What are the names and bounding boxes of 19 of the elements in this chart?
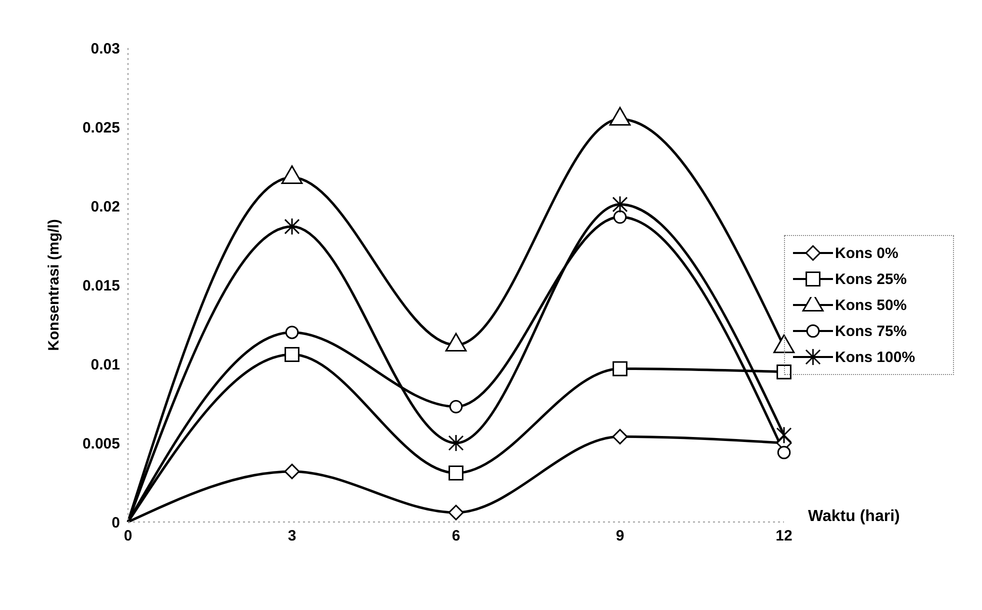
x-tick-label: 0 xyxy=(124,528,132,545)
y-tick-label: 0.025 xyxy=(82,119,120,136)
legend-label: Kons 0% xyxy=(835,244,898,262)
x-tick-label: 9 xyxy=(616,528,624,545)
legend-label: Kons 25% xyxy=(835,270,907,288)
x-axis-title: Waktu (hari) xyxy=(808,508,900,526)
y-tick-label: 0.01 xyxy=(90,356,120,374)
x-tick-label: 12 xyxy=(776,528,792,545)
legend-label: Kons 100% xyxy=(835,348,916,366)
legend-label: Kons 75% xyxy=(835,322,907,340)
y-tick-label: 0.03 xyxy=(90,40,120,58)
y-tick-label: 0 xyxy=(112,514,120,532)
legend-label: Kons 50% xyxy=(835,296,907,314)
y-tick-label: 0.005 xyxy=(82,435,120,452)
x-tick-label: 3 xyxy=(288,528,296,545)
y-tick-label: 0.015 xyxy=(82,277,120,294)
y-tick-label: 0.02 xyxy=(90,198,120,216)
x-tick-label: 6 xyxy=(452,528,460,545)
y-axis-title: Konsentrasi (mg/l) xyxy=(45,219,62,351)
